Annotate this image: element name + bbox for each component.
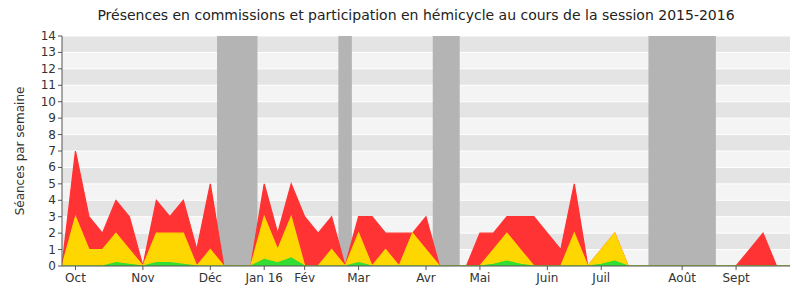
y-tick: [58, 167, 62, 168]
x-tick: [479, 266, 480, 270]
y-tick: [58, 216, 62, 217]
x-tick: [264, 266, 265, 270]
title: Présences en commissions et participatio…: [97, 7, 734, 23]
x-tick-label: Mai: [469, 271, 490, 285]
y-tick: [58, 52, 62, 53]
x-tick-label: Mar: [347, 271, 370, 285]
y-tick: [58, 266, 62, 267]
y-tick-label: 5: [48, 177, 56, 191]
y-tick-label: 13: [41, 45, 56, 59]
x-tick: [547, 266, 548, 270]
shaded-period: [648, 36, 715, 266]
x-tick: [601, 266, 602, 270]
area-line: [62, 258, 790, 266]
area-line: [62, 151, 790, 266]
x-tick: [682, 266, 683, 270]
y-tick-label: 7: [48, 144, 56, 158]
plot-background: [62, 36, 790, 266]
y-tick-label: 4: [48, 193, 56, 207]
y-tick-label: 3: [48, 210, 56, 224]
x-tick: [304, 266, 305, 270]
y-tick: [58, 233, 62, 234]
y-tick-label: 12: [41, 62, 56, 76]
x-tick-label: Août: [668, 271, 696, 285]
x-tick-label: Avr: [416, 271, 436, 285]
axes: 01234567891011121314OctNovDécJan 16FévMa…: [41, 29, 790, 285]
x-tick-label: Fév: [294, 271, 315, 285]
area-fill: [62, 258, 790, 266]
shaded-period: [433, 36, 460, 266]
y-tick: [58, 200, 62, 201]
y-tick-label: 8: [48, 128, 56, 142]
y-tick-label: 14: [41, 29, 56, 43]
y-tick: [58, 101, 62, 102]
x-tick: [75, 266, 76, 270]
y-tick-label: 1: [48, 243, 56, 257]
y-tick: [58, 151, 62, 152]
areas: [62, 151, 790, 266]
y-tick: [58, 249, 62, 250]
y-tick: [58, 68, 62, 69]
y-tick-label: 0: [48, 259, 56, 273]
x-tick-label: Nov: [131, 271, 154, 285]
y-tick-label: 11: [41, 78, 56, 92]
y-tick: [58, 36, 62, 37]
y-tick: [58, 134, 62, 135]
area-fill: [62, 217, 790, 266]
shaded-period: [217, 36, 257, 266]
y-tick-label: 2: [48, 226, 56, 240]
x-tick: [210, 266, 211, 270]
area-line: [62, 217, 790, 266]
x-tick-label: Jan 16: [244, 271, 283, 285]
x-tick: [426, 266, 427, 270]
x-tick: [736, 266, 737, 270]
grid: [62, 36, 790, 266]
y-axis-label: Séances par semaine: [13, 87, 27, 216]
y-tick-label: 10: [41, 95, 56, 109]
x-tick: [142, 266, 143, 270]
x-tick-label: Juin: [535, 271, 558, 285]
y-tick: [58, 85, 62, 86]
x-tick: [358, 266, 359, 270]
shaded-period: [338, 36, 351, 266]
y-tick: [58, 183, 62, 184]
y-tick: [58, 118, 62, 119]
x-tick-label: Déc: [199, 271, 222, 285]
chart: 01234567891011121314OctNovDécJan 16FévMa…: [0, 0, 800, 300]
x-tick-label: Sept: [722, 271, 750, 285]
area-fill: [62, 151, 790, 266]
x-tick-label: Oct: [65, 271, 86, 285]
y-tick-label: 6: [48, 160, 56, 174]
x-tick-label: Juil: [591, 271, 610, 285]
y-tick-label: 9: [48, 111, 56, 125]
